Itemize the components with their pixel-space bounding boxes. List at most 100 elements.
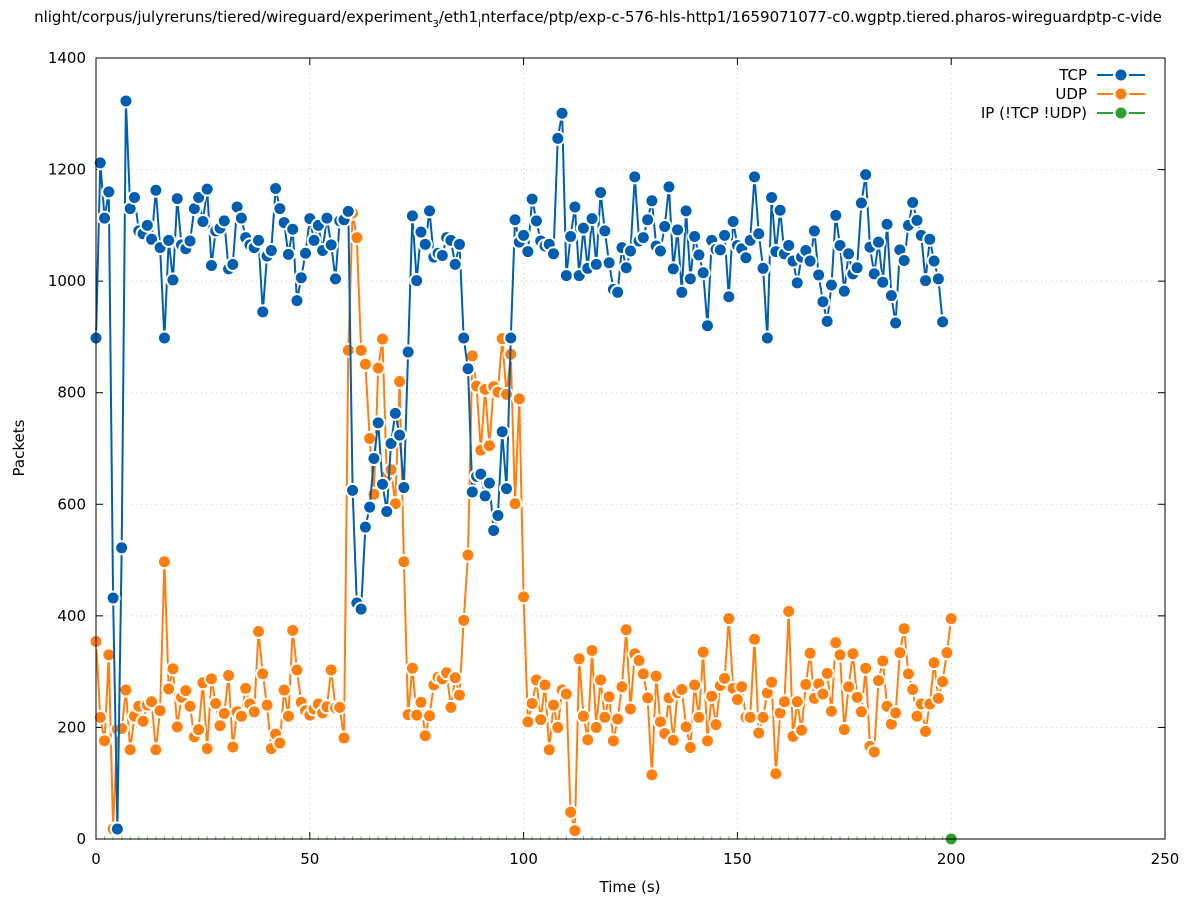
data-point xyxy=(453,238,465,250)
data-point xyxy=(150,744,162,756)
data-point xyxy=(158,556,170,568)
data-point xyxy=(595,186,607,198)
data-point xyxy=(898,255,910,267)
data-point xyxy=(817,688,829,700)
data-point xyxy=(334,701,346,713)
data-point xyxy=(227,741,239,753)
data-point xyxy=(654,716,666,728)
data-point xyxy=(920,725,932,737)
data-point xyxy=(282,248,294,260)
legend-item: TCP xyxy=(1058,66,1145,84)
data-point xyxy=(458,614,470,626)
chart-title-part-3: nterface/ptp/exp-c-576-hls-http1/1659071… xyxy=(481,8,1162,26)
y-tick-label: 1200 xyxy=(48,161,86,179)
data-point xyxy=(667,734,679,746)
x-tick-label: 250 xyxy=(1151,850,1180,868)
y-tick-label: 1400 xyxy=(48,49,86,67)
data-point xyxy=(560,270,572,282)
data-point xyxy=(552,132,564,144)
data-point xyxy=(355,603,367,615)
data-point xyxy=(116,542,128,554)
data-point xyxy=(411,709,423,721)
x-tick-label: 100 xyxy=(509,850,538,868)
data-point xyxy=(907,196,919,208)
data-point xyxy=(372,362,384,374)
data-point xyxy=(800,678,812,690)
data-point xyxy=(642,692,654,704)
data-point xyxy=(359,521,371,533)
data-point xyxy=(466,486,478,498)
data-point xyxy=(218,707,230,719)
data-point xyxy=(753,727,765,739)
data-point xyxy=(791,277,803,289)
legend-label: TCP xyxy=(1058,66,1087,84)
data-point xyxy=(868,746,880,758)
chart-title-part-1: nlight/corpus/julyreruns/tiered/wireguar… xyxy=(34,8,433,26)
data-point xyxy=(684,273,696,285)
data-point xyxy=(128,191,140,203)
data-point xyxy=(282,710,294,722)
data-point xyxy=(424,710,436,722)
data-point xyxy=(146,696,158,708)
data-point xyxy=(509,498,521,510)
data-point xyxy=(890,317,902,329)
y-axis-label: Packets xyxy=(10,419,28,476)
data-point xyxy=(766,191,778,203)
data-point xyxy=(565,231,577,243)
data-point xyxy=(321,212,333,224)
data-point xyxy=(697,267,709,279)
data-point xyxy=(355,344,367,356)
data-point xyxy=(757,711,769,723)
data-point xyxy=(252,234,264,246)
data-point xyxy=(885,290,897,302)
data-point xyxy=(894,647,906,659)
data-point xyxy=(928,255,940,267)
data-point xyxy=(436,249,448,261)
data-point xyxy=(274,737,286,749)
x-tick-label: 200 xyxy=(937,850,966,868)
data-point xyxy=(569,201,581,213)
data-point xyxy=(881,218,893,230)
data-point xyxy=(376,333,388,345)
data-point xyxy=(402,346,414,358)
data-point xyxy=(287,624,299,636)
series-tcp xyxy=(88,93,951,837)
legend-label: UDP xyxy=(1055,85,1087,103)
data-point xyxy=(719,672,731,684)
data-point xyxy=(201,743,213,755)
data-point xyxy=(120,95,132,107)
data-point xyxy=(569,825,581,837)
data-point xyxy=(167,663,179,675)
data-point xyxy=(890,707,902,719)
data-point xyxy=(684,742,696,754)
x-tick-label: 150 xyxy=(723,850,752,868)
data-point xyxy=(830,209,842,221)
x-axis-label: Time (s) xyxy=(599,878,661,896)
data-point xyxy=(483,477,495,489)
data-point xyxy=(659,220,671,232)
data-point xyxy=(830,637,842,649)
data-point xyxy=(877,655,889,667)
data-point xyxy=(590,258,602,270)
data-point xyxy=(757,262,769,274)
chart-title-part-2: /eth1 xyxy=(439,8,478,26)
data-point xyxy=(642,214,654,226)
data-point xyxy=(295,272,307,284)
y-tick-label: 0 xyxy=(76,830,86,848)
data-point xyxy=(197,215,209,227)
data-point xyxy=(124,744,136,756)
data-point xyxy=(394,429,406,441)
data-point xyxy=(932,692,944,704)
data-point xyxy=(804,647,816,659)
data-point xyxy=(252,625,264,637)
data-point xyxy=(462,363,474,375)
data-point xyxy=(689,231,701,243)
data-point xyxy=(680,205,692,217)
data-point xyxy=(911,214,923,226)
data-point xyxy=(945,613,957,625)
data-point xyxy=(231,201,243,213)
data-point xyxy=(389,407,401,419)
data-point xyxy=(646,769,658,781)
legend-marker xyxy=(1115,88,1127,100)
